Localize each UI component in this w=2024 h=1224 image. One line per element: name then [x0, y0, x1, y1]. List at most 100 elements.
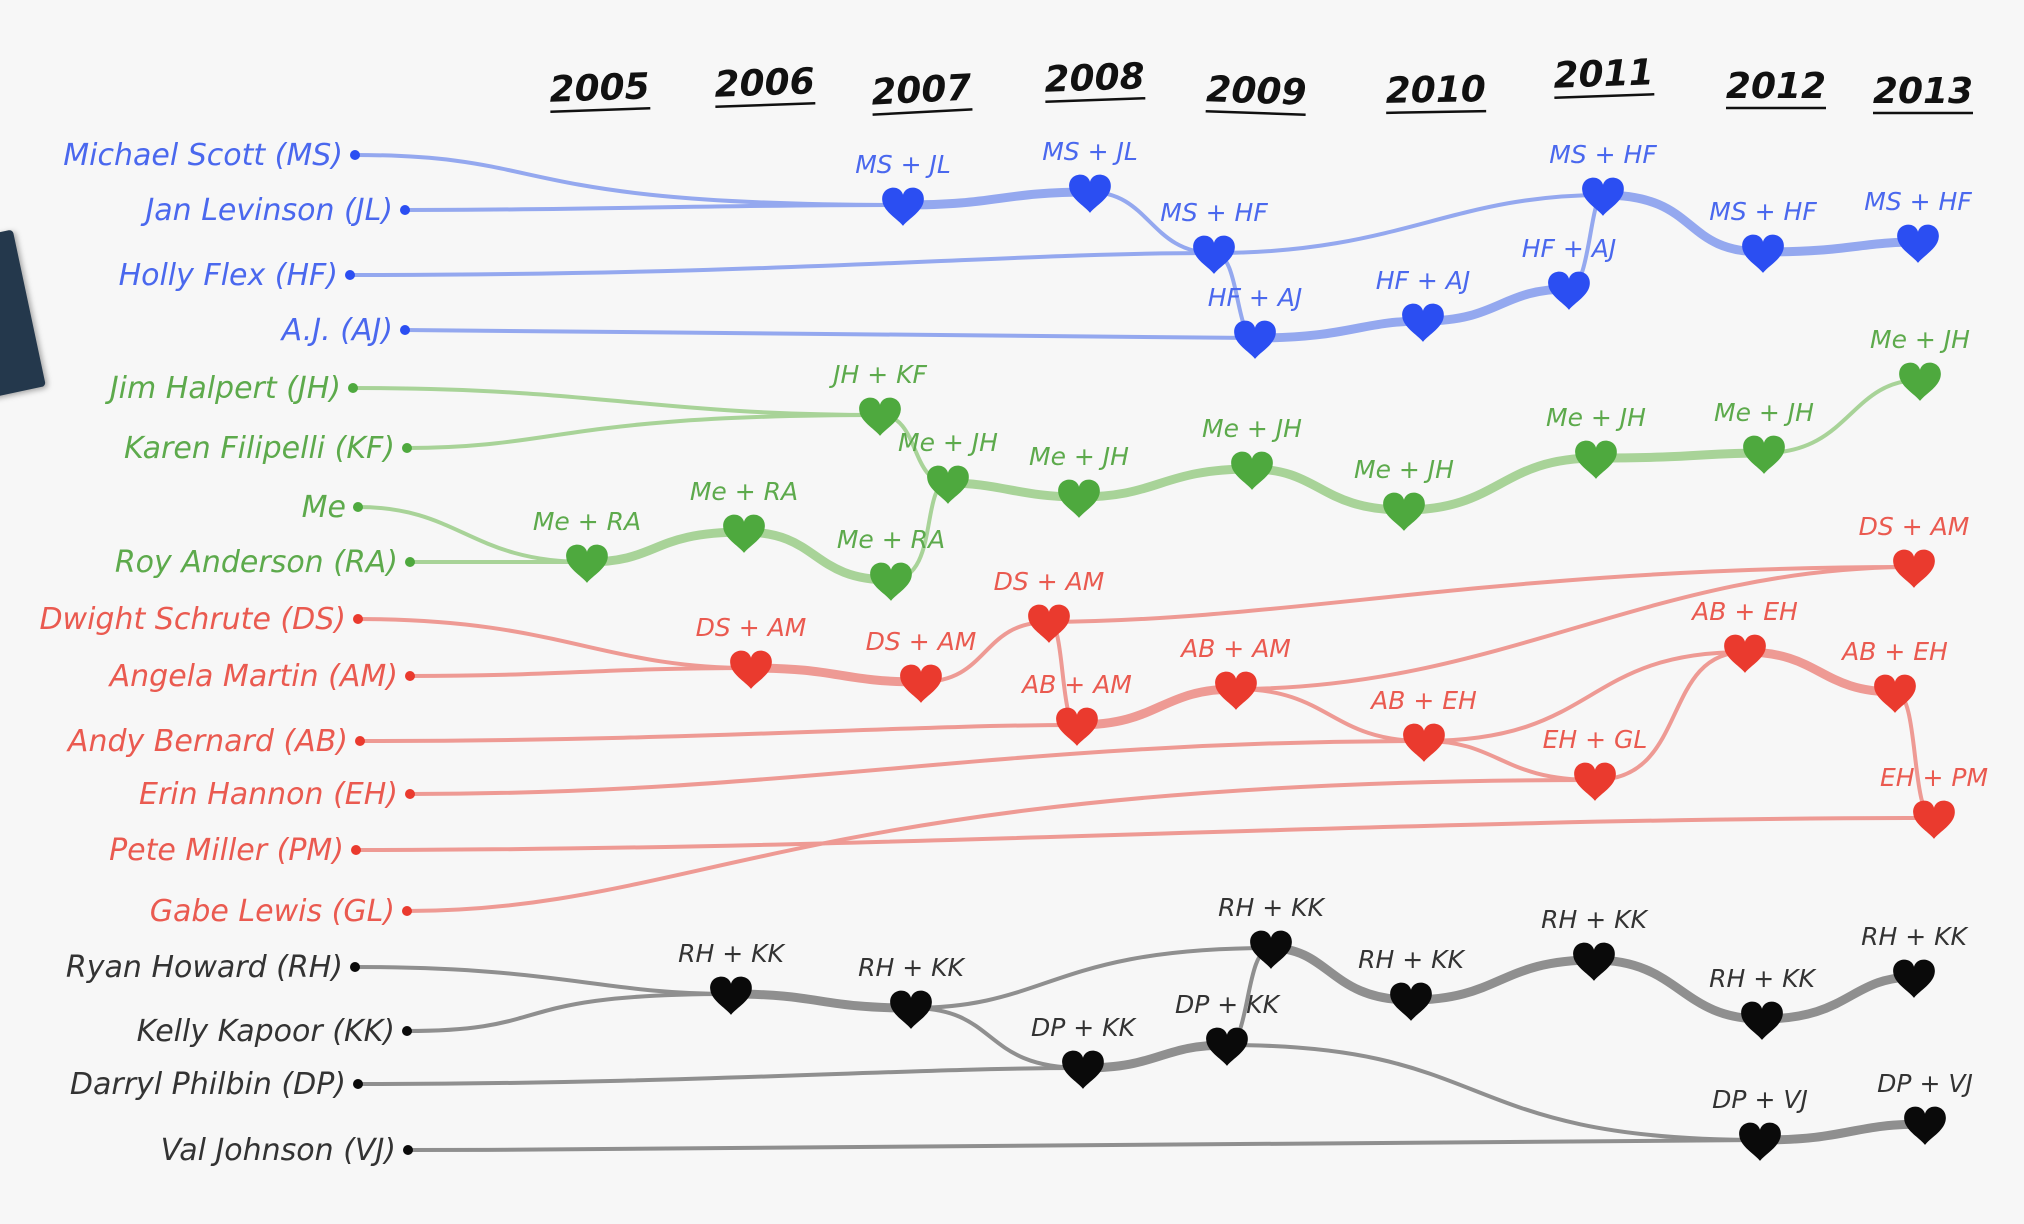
couple-heart	[1724, 634, 1766, 673]
person-label-pm: Pete Miller (PM)	[109, 833, 344, 868]
couple-heart	[1231, 451, 1273, 490]
couple-label: DS + AM	[866, 627, 977, 656]
red-storyline	[408, 666, 753, 678]
couple-label: Me + JH	[898, 428, 998, 457]
couple-label: HF + AJ	[1208, 283, 1303, 312]
person-dot-eh	[405, 789, 415, 799]
black-couple-band	[726, 989, 916, 1013]
person-label-gl: Gabe Lewis (GL)	[150, 894, 395, 929]
blue-storyline	[403, 203, 905, 212]
couple-heart	[1743, 435, 1785, 474]
person-dot-aj	[400, 325, 410, 335]
couple-heart	[1913, 800, 1955, 839]
person-dot-am	[405, 671, 415, 681]
person-dot-rh	[350, 962, 360, 972]
couple-label: DS + AM	[696, 613, 807, 642]
year-underline	[1045, 96, 1146, 103]
person-label-jl: Jan Levinson (JL)	[140, 193, 393, 228]
couple-label: DP + VJ	[1712, 1085, 1808, 1114]
labels: MS + JL MS + JL MS + HF HF + AJ HF + AJ HF + …	[39, 52, 1988, 1168]
year-header-2007: 2007	[870, 67, 972, 113]
couple-heart	[890, 990, 932, 1029]
couple-heart	[1058, 479, 1100, 518]
person-dot-vj	[403, 1145, 413, 1155]
black-storyline	[406, 1138, 1762, 1152]
black-storyline	[356, 1066, 1085, 1086]
couple-heart	[1897, 224, 1939, 263]
red-storyline	[354, 816, 1936, 852]
person-dot-jh	[348, 383, 358, 393]
couple-label: Me + RA	[837, 525, 945, 554]
couple-label: RH + KK	[1358, 945, 1466, 974]
couple-heart	[1056, 707, 1098, 746]
person-dot-hf	[345, 270, 355, 280]
person-label-am: Angela Martin (AM)	[108, 659, 398, 694]
couple-hearts	[566, 174, 1955, 1161]
couple-heart	[1250, 930, 1292, 969]
couple-heart	[1402, 303, 1444, 342]
couple-label: MS + HF	[1549, 140, 1657, 169]
couple-label: MS + HF	[1864, 187, 1972, 216]
person-label-eh: Erin Hannon (EH)	[139, 777, 398, 812]
year-underline	[1554, 92, 1655, 99]
couple-label: EH + PM	[1880, 763, 1988, 792]
person-label-rh: Ryan Howard (RH)	[66, 950, 343, 985]
person-dot-gl	[402, 906, 412, 916]
person-label-vj: Val Johnson (VJ)	[161, 1133, 396, 1168]
couple-label: RH + KK	[1861, 922, 1969, 951]
blue-storyline	[353, 153, 1920, 256]
year-header-2008: 2008	[1044, 56, 1146, 100]
red-storyline	[1234, 565, 1916, 691]
couple-heart	[730, 650, 772, 689]
person-label-hf: Holly Flex (HF)	[119, 258, 338, 293]
year-header-2013: 2013	[1873, 71, 1973, 112]
black-couple-band	[1078, 1040, 1232, 1073]
couple-heart	[870, 562, 912, 601]
couple-heart	[1739, 1122, 1781, 1161]
couple-heart	[900, 664, 942, 703]
couple-label: Me + JH	[1870, 325, 1970, 354]
couple-heart	[1028, 604, 1070, 643]
couple-label: AB + AM	[1020, 670, 1132, 699]
black-storyline	[405, 992, 733, 1033]
couple-heart	[1062, 1050, 1104, 1089]
couple-heart	[1383, 492, 1425, 531]
couple-label: AB + EH	[1840, 637, 1948, 666]
couple-heart	[566, 544, 608, 583]
couple-label: AB + EH	[1369, 686, 1477, 715]
year-header-2006: 2006	[714, 61, 816, 105]
couple-label: HF + AJ	[1376, 266, 1471, 295]
couple-label: DS + AM	[994, 567, 1105, 596]
couple-heart	[882, 187, 924, 226]
black-couple-band	[1755, 1119, 1930, 1145]
person-dot-pm	[351, 845, 361, 855]
couple-heart	[1215, 671, 1257, 710]
couple-heart	[859, 397, 901, 436]
couple-label: RH + KK	[678, 939, 786, 968]
person-label-kf: Karen Filipelli (KF)	[124, 431, 395, 466]
person-dot-ms	[350, 150, 360, 160]
couple-label: RH + KK	[1218, 893, 1326, 922]
person-dot-ab	[355, 736, 365, 746]
black-storyline	[353, 945, 1916, 1022]
couple-label: Me + RA	[690, 477, 798, 506]
person-label-ds: Dwight Schrute (DS)	[39, 602, 346, 637]
year-underline	[1205, 109, 1306, 116]
person-dot-ds	[353, 614, 363, 624]
year-header-2009: 2009	[1206, 69, 1308, 113]
couple-heart	[1575, 440, 1617, 479]
couple-heart	[723, 514, 765, 553]
person-label-ab: Andy Bernard (AB)	[66, 724, 348, 759]
red-storyline	[356, 565, 1916, 685]
couple-label: HF + AJ	[1522, 234, 1617, 263]
couple-label: Me + RA	[533, 507, 641, 536]
couple-label: Me + JH	[1202, 414, 1302, 443]
couple-label: DS + AM	[1859, 512, 1970, 541]
year-underline	[715, 101, 816, 108]
person-dot-kk	[402, 1026, 412, 1036]
person-dot-dp	[353, 1079, 363, 1089]
couple-label: MS + JL	[1042, 137, 1138, 166]
couple-label: DP + KK	[1175, 990, 1282, 1019]
person-label-dp: Darryl Philbin (DP)	[70, 1067, 346, 1102]
